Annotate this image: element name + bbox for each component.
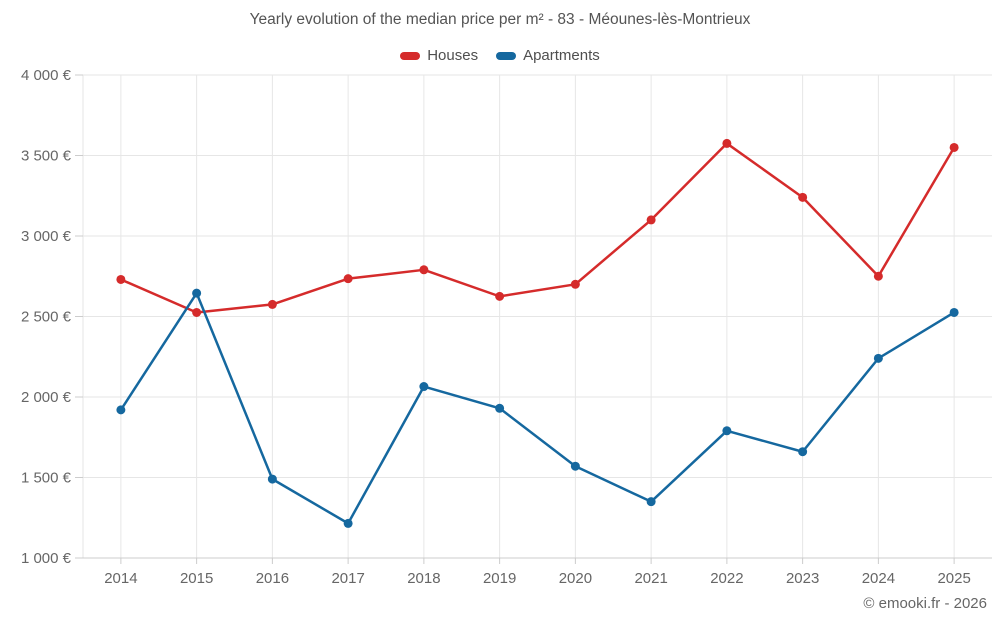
houses-data-point[interactable] (116, 274, 126, 284)
apartments-line[interactable] (119, 291, 956, 525)
apartments-data-point[interactable] (646, 497, 656, 507)
x-axis-label: 2024 (862, 570, 895, 587)
apartments-data-point[interactable] (798, 447, 808, 457)
houses-data-point[interactable] (267, 299, 277, 309)
houses-legend-label: Houses (427, 47, 479, 64)
y-axis-label: 1 000 € (21, 550, 72, 567)
houses-line[interactable] (119, 142, 956, 314)
legend: Houses Apartments (0, 47, 1000, 64)
x-axis-label: 2022 (710, 570, 743, 587)
x-axis-label: 2014 (104, 570, 137, 587)
y-axis-label: 3 500 € (21, 148, 72, 165)
houses-data-point[interactable] (798, 192, 808, 202)
y-axis-label: 3 000 € (21, 228, 72, 245)
houses-data-point[interactable] (343, 274, 353, 284)
x-axis-label: 2015 (180, 570, 213, 587)
houses-data-point[interactable] (949, 142, 959, 152)
y-axis-label: 1 500 € (21, 470, 72, 487)
apartments-data-point[interactable] (570, 461, 580, 471)
x-axis-label: 2017 (331, 570, 364, 587)
apartments-data-point[interactable] (192, 288, 202, 298)
y-axis-label: 2 500 € (21, 309, 72, 326)
apartments-data-point[interactable] (343, 518, 353, 528)
legend-item-houses[interactable]: Houses (400, 47, 478, 64)
x-axis-label: 2021 (634, 570, 667, 587)
legend-item-apartments[interactable]: Apartments (496, 47, 600, 64)
houses-data-point[interactable] (419, 265, 429, 275)
apartments-data-point[interactable] (267, 474, 277, 484)
attribution: © emooki.fr - 2026 (863, 595, 987, 612)
y-axis-label: 4 000 € (21, 67, 72, 84)
apartments-data-point[interactable] (116, 405, 126, 415)
apartments-data-point[interactable] (495, 403, 505, 413)
apartments-data-point[interactable] (873, 353, 883, 363)
houses-data-point[interactable] (873, 271, 883, 281)
houses-data-point[interactable] (192, 307, 202, 317)
y-axis-label: 2 000 € (21, 389, 72, 406)
x-axis-label: 2019 (483, 570, 516, 587)
x-axis-label: 2016 (256, 570, 289, 587)
houses-legend-marker-icon (400, 51, 421, 60)
houses-data-point[interactable] (646, 215, 656, 225)
apartments-legend-marker-icon (496, 51, 517, 60)
apartments-data-point[interactable] (949, 307, 959, 317)
x-axis-label: 2018 (407, 570, 440, 587)
x-axis-label: 2023 (786, 570, 819, 587)
houses-data-point[interactable] (722, 138, 732, 148)
houses-data-point[interactable] (495, 291, 505, 301)
apartments-data-point[interactable] (419, 382, 429, 392)
chart-title: Yearly evolution of the median price per… (249, 11, 751, 28)
x-axis-label: 2020 (559, 570, 592, 587)
houses-data-point[interactable] (570, 279, 580, 289)
apartments-legend-label: Apartments (523, 47, 600, 64)
x-axis-label: 2025 (937, 570, 970, 587)
apartments-data-point[interactable] (722, 426, 732, 436)
